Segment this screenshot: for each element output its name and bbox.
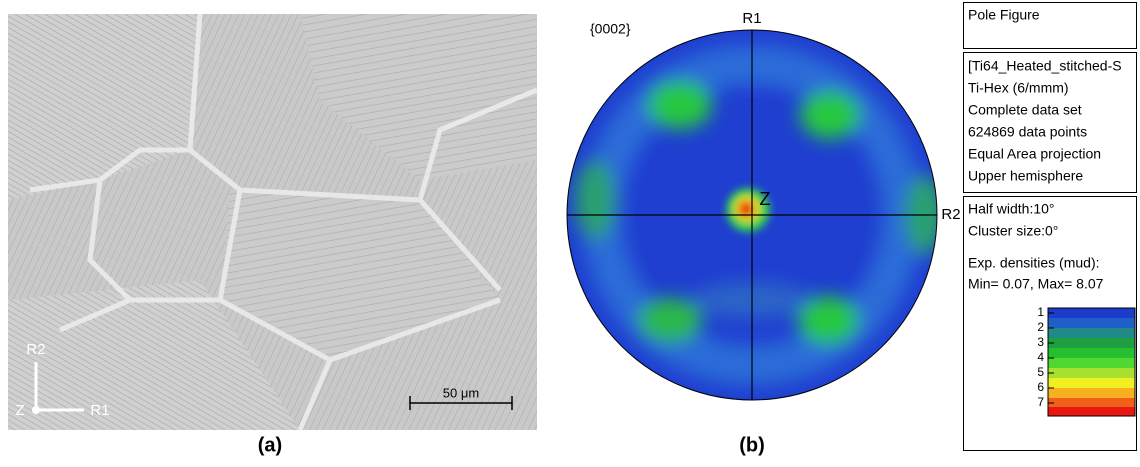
scale-bar-label: 50 μm	[443, 385, 479, 400]
caption: (b)	[739, 434, 765, 456]
info-line: Half width:10°	[968, 201, 1055, 217]
info-line: Cluster size:0°	[968, 223, 1058, 239]
center-label: Z	[760, 189, 771, 209]
colorbar-tick-label: 7	[1037, 395, 1044, 409]
figure: R2 Z R1 50 μm (a) {0002} R1 R2 Z (b)	[0, 0, 1140, 462]
colorbar-tick-label: 1	[1037, 305, 1044, 319]
plane-label: {0002}	[590, 21, 631, 37]
axis-label: R2	[26, 341, 45, 358]
densities-label: Exp. densities (mud):	[968, 255, 1100, 271]
axis-label: R1	[742, 10, 761, 27]
colorbar	[1048, 308, 1135, 416]
axis-label: R1	[90, 402, 109, 419]
info-line: Equal Area projection	[968, 146, 1101, 162]
colorbar-tick-label: 6	[1037, 380, 1044, 394]
info-line: Complete data set	[968, 102, 1082, 118]
info-line: Ti-Hex (6/mmm)	[968, 80, 1069, 96]
colorbar-tick-label: 3	[1037, 335, 1044, 349]
info-title: Pole Figure	[968, 7, 1040, 23]
info-line: [Ti64_Heated_stitched-S	[968, 58, 1122, 74]
colorbar-tick-label: 4	[1037, 350, 1044, 364]
micrograph	[8, 14, 537, 430]
colorbar-tick-label: 5	[1037, 365, 1044, 379]
axis-label: Z	[15, 402, 24, 419]
colorbar-tick-label: 2	[1037, 320, 1044, 334]
info-line: Upper hemisphere	[968, 168, 1083, 184]
caption: (a)	[258, 434, 282, 456]
axis-label: R2	[941, 206, 960, 223]
info-line: 624869 data points	[968, 124, 1087, 140]
densities-range: Min= 0.07, Max= 8.07	[968, 276, 1104, 292]
